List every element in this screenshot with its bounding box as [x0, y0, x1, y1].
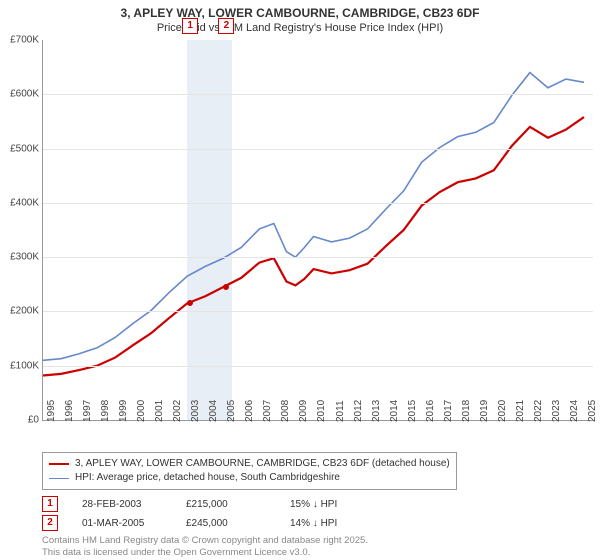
series-line-price_paid — [43, 117, 584, 375]
y-axis-label: £600K — [10, 89, 39, 100]
transaction-table: 1 28-FEB-2003 £215,000 15% ↓ HPI 2 01-MAR-200… — [42, 496, 592, 531]
x-axis-label: 2000 — [136, 400, 147, 422]
x-axis-label: 2007 — [262, 400, 273, 422]
x-axis-label: 1999 — [118, 400, 129, 422]
tx-delta: 15% ↓ HPI — [290, 499, 370, 510]
x-axis-label: 2006 — [244, 400, 255, 422]
x-axis-label: 2019 — [479, 400, 490, 422]
gridline — [43, 203, 593, 204]
x-axis-label: 2012 — [353, 400, 364, 422]
page-title: 3, APLEY WAY, LOWER CAMBOURNE, CAMBRIDGE… — [0, 0, 600, 22]
legend-panel: 3, APLEY WAY, LOWER CAMBOURNE, CAMBRIDGE… — [42, 452, 592, 560]
tx-marker: 2 — [42, 515, 58, 531]
x-axis-label: 2025 — [587, 400, 598, 422]
marker-box-1: 1 — [182, 18, 198, 34]
tx-date: 01-MAR-2005 — [82, 518, 162, 529]
y-axis-label: £700K — [10, 35, 39, 46]
gridline — [43, 257, 593, 258]
x-axis-label: 2008 — [280, 400, 291, 422]
x-axis-label: 2023 — [551, 400, 562, 422]
y-axis-label: £500K — [10, 143, 39, 154]
x-axis-label: 1997 — [82, 400, 93, 422]
x-axis-label: 2010 — [316, 400, 327, 422]
marker-box-2: 2 — [218, 18, 234, 34]
x-axis-label: 2021 — [515, 400, 526, 422]
x-axis-label: 2022 — [533, 400, 544, 422]
x-axis-label: 2020 — [497, 400, 508, 422]
marker-dot-2 — [223, 284, 229, 290]
transaction-row: 2 01-MAR-2005 £245,000 14% ↓ HPI — [42, 515, 592, 531]
y-axis-label: £300K — [10, 252, 39, 263]
x-axis-label: 1998 — [100, 400, 111, 422]
tx-price: £245,000 — [186, 518, 266, 529]
x-axis-label: 2017 — [443, 400, 454, 422]
x-axis-label: 2011 — [335, 400, 346, 422]
x-axis-label: 1996 — [64, 400, 75, 422]
gridline — [43, 149, 593, 150]
legend-swatch-hpi — [49, 478, 69, 479]
marker-dot-1 — [187, 300, 193, 306]
x-axis-label: 2014 — [389, 400, 400, 422]
chart-container: 3, APLEY WAY, LOWER CAMBOURNE, CAMBRIDGE… — [0, 0, 600, 560]
transaction-row: 1 28-FEB-2003 £215,000 15% ↓ HPI — [42, 496, 592, 512]
y-axis-label: £100K — [10, 360, 39, 371]
tx-date: 28-FEB-2003 — [82, 499, 162, 510]
x-axis-label: 2015 — [407, 400, 418, 422]
legend-label-price: 3, APLEY WAY, LOWER CAMBOURNE, CAMBRIDGE… — [75, 457, 450, 471]
chart-plot-area: £0£100K£200K£300K£400K£500K£600K£700K199… — [42, 40, 593, 421]
legend-box: 3, APLEY WAY, LOWER CAMBOURNE, CAMBRIDGE… — [42, 452, 457, 490]
gridline — [43, 366, 593, 367]
legend-label-hpi: HPI: Average price, detached house, Sout… — [75, 471, 340, 485]
legend-row-hpi: HPI: Average price, detached house, Sout… — [49, 471, 450, 485]
x-axis-label: 2001 — [154, 400, 165, 422]
x-axis-label: 2016 — [425, 400, 436, 422]
footer-text: Contains HM Land Registry data © Crown c… — [42, 535, 592, 560]
x-axis-label: 1995 — [46, 400, 57, 422]
x-axis-label: 2009 — [298, 400, 309, 422]
tx-marker: 1 — [42, 496, 58, 512]
legend-row-price: 3, APLEY WAY, LOWER CAMBOURNE, CAMBRIDGE… — [49, 457, 450, 471]
legend-swatch-price — [49, 463, 69, 465]
x-axis-label: 2005 — [226, 400, 237, 422]
series-line-hpi — [43, 73, 584, 361]
footer-line1: Contains HM Land Registry data © Crown c… — [42, 535, 592, 547]
footer-line2: This data is licensed under the Open Gov… — [42, 547, 592, 559]
chart-svg — [43, 40, 593, 420]
y-axis-label: £400K — [10, 197, 39, 208]
y-axis-label: £0 — [28, 415, 39, 426]
gridline — [43, 94, 593, 95]
tx-delta: 14% ↓ HPI — [290, 518, 370, 529]
x-axis-label: 2018 — [461, 400, 472, 422]
y-axis-label: £200K — [10, 306, 39, 317]
x-axis-label: 2003 — [190, 400, 201, 422]
gridline — [43, 311, 593, 312]
x-axis-label: 2002 — [172, 400, 183, 422]
tx-price: £215,000 — [186, 499, 266, 510]
page-subtitle: Price paid vs. HM Land Registry's House … — [0, 22, 600, 34]
x-axis-label: 2024 — [569, 400, 580, 422]
x-axis-label: 2013 — [371, 400, 382, 422]
x-axis-label: 2004 — [208, 400, 219, 422]
